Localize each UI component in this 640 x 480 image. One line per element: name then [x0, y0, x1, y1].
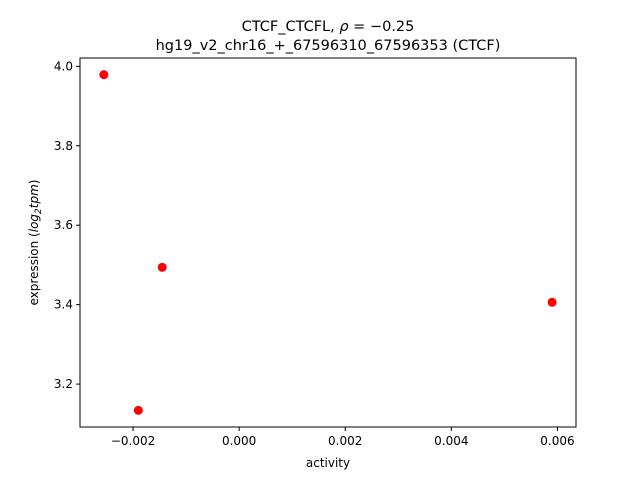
x-tick-label: 0.002 — [328, 434, 362, 448]
x-tick-label: 0.004 — [434, 434, 468, 448]
x-axis-ticks: −0.002 0.000 0.002 0.004 0.006 — [111, 427, 575, 448]
y-tick-label: 3.4 — [54, 298, 73, 312]
data-point — [133, 405, 143, 415]
x-tick-label: 0.000 — [222, 434, 256, 448]
x-axis-label: activity — [306, 456, 350, 470]
y-tick-label: 3.2 — [54, 377, 73, 391]
x-tick-label: −0.002 — [111, 434, 155, 448]
y-axis-ticks: 3.2 3.4 3.6 3.8 4.0 — [54, 59, 80, 391]
data-point — [547, 297, 557, 307]
y-tick-label: 4.0 — [54, 59, 73, 73]
plot-area-frame — [79, 57, 577, 428]
chart-title-line2: hg19_v2_chr16_+_67596310_67596353 (CTCF) — [156, 38, 501, 54]
chart-title-line1: CTCF_CTCFL, ρ = −0.25 — [242, 19, 415, 35]
y-axis-label: expression (log2tpm) — [27, 180, 44, 306]
y-tick-label: 3.8 — [54, 139, 73, 153]
data-points — [99, 70, 557, 415]
data-point — [157, 262, 167, 272]
x-tick-label: 0.006 — [540, 434, 574, 448]
y-tick-label: 3.6 — [54, 218, 73, 232]
data-point — [99, 70, 109, 80]
